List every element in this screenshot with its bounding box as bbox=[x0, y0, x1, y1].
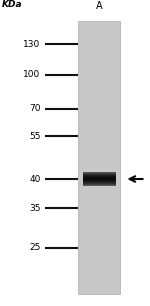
Text: 55: 55 bbox=[29, 132, 40, 141]
Bar bbox=[82, 174, 116, 175]
Bar bbox=[82, 181, 116, 182]
Text: 25: 25 bbox=[29, 243, 40, 252]
Bar bbox=[82, 176, 116, 177]
Bar bbox=[82, 177, 116, 178]
Text: A: A bbox=[96, 1, 102, 11]
Text: 100: 100 bbox=[23, 70, 40, 80]
Bar bbox=[82, 175, 116, 176]
Bar bbox=[82, 178, 116, 179]
Bar bbox=[82, 172, 116, 173]
Bar bbox=[82, 179, 116, 180]
Text: 70: 70 bbox=[29, 104, 40, 113]
Bar bbox=[82, 173, 116, 174]
Bar bbox=[82, 184, 116, 185]
Bar bbox=[82, 180, 116, 181]
Text: KDa: KDa bbox=[2, 0, 22, 9]
Text: 130: 130 bbox=[23, 40, 40, 49]
Bar bbox=[82, 182, 116, 183]
Bar bbox=[82, 183, 116, 184]
Bar bbox=[78, 21, 120, 294]
Bar bbox=[82, 185, 116, 186]
Text: 40: 40 bbox=[29, 174, 40, 184]
Text: 35: 35 bbox=[29, 203, 40, 213]
